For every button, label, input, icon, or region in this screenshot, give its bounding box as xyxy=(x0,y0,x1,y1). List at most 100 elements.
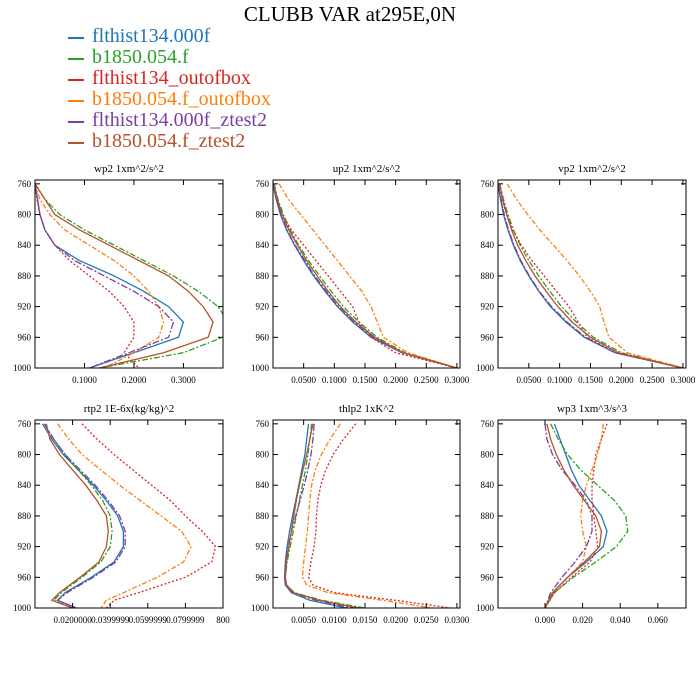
chart-panel: wp3 1xm^3/s^3 760 800 840 880 920 960 1000 0.000… xyxy=(476,403,687,625)
series-line xyxy=(544,423,593,608)
series-line xyxy=(544,423,603,608)
series-line xyxy=(273,183,458,368)
panel-title: thlp2 1xK^2 xyxy=(339,403,394,415)
x-tick-label: 0.0050 xyxy=(291,615,316,625)
x-tick-label: 0.0100 xyxy=(322,615,347,625)
series-line xyxy=(81,423,217,608)
panel-frame xyxy=(34,179,224,369)
x-tick-label: 0.1000 xyxy=(547,375,572,385)
series-line xyxy=(544,423,608,608)
x-tick-label: 0.060 xyxy=(648,615,669,625)
x-tick-label: 0.0200 xyxy=(383,615,408,625)
x-tick-label: 0.0150 xyxy=(353,615,378,625)
x-tick-label: 0.3000 xyxy=(445,375,470,385)
series-line xyxy=(35,183,165,368)
panel-title: wp2 1xm^2/s^2 xyxy=(94,163,164,175)
series-line xyxy=(283,423,347,608)
page-title: CLUBB VAR at295E,0N xyxy=(243,2,457,26)
legend-label: b1850.054.f xyxy=(92,46,189,68)
y-tick-label: 760 xyxy=(256,179,270,189)
y-tick-label: 840 xyxy=(481,480,495,490)
legend-swatch xyxy=(68,57,84,60)
legend-item: flthist134.000f_ztest2 xyxy=(68,110,271,131)
x-tick-label: 0.0500 xyxy=(291,375,316,385)
series-line xyxy=(498,183,684,368)
legend-label: flthist134.000f_ztest2 xyxy=(92,109,267,131)
x-tick-label: 800 xyxy=(216,615,230,625)
x-tick-label: 0.0300 xyxy=(445,615,470,625)
y-tick-label: 1000 xyxy=(251,363,270,373)
x-tick-label: 0.1500 xyxy=(353,375,378,385)
y-tick-label: 840 xyxy=(256,240,270,250)
y-tick-label: 760 xyxy=(18,419,32,429)
y-tick-label: 880 xyxy=(18,271,32,281)
series-line xyxy=(499,183,684,368)
y-tick-label: 960 xyxy=(256,332,270,342)
y-tick-label: 960 xyxy=(18,332,32,342)
x-tick-label: 0.1000 xyxy=(322,375,347,385)
legend: flthist134.000f b1850.054.f flthist134_o… xyxy=(68,26,271,152)
series-line xyxy=(284,423,366,608)
x-tick-label: 0.2500 xyxy=(640,375,665,385)
y-tick-label: 840 xyxy=(481,240,495,250)
y-tick-label: 800 xyxy=(481,210,495,220)
x-tick-label: 0.3000 xyxy=(671,375,696,385)
y-tick-label: 880 xyxy=(18,511,32,521)
panel-title: vp2 1xm^2/s^2 xyxy=(558,163,625,175)
series-line xyxy=(57,423,192,608)
legend-label: b1850.054.f_ztest2 xyxy=(92,130,246,152)
y-tick-label: 1000 xyxy=(251,603,270,613)
legend-item: flthist134_outofbox xyxy=(68,68,271,89)
series-line xyxy=(284,423,359,608)
panel-title: up2 1xm^2/s^2 xyxy=(333,163,400,175)
y-tick-label: 1000 xyxy=(476,603,495,613)
legend-swatch xyxy=(68,78,84,81)
x-tick-label: 0.2000 xyxy=(122,375,147,385)
legend-swatch xyxy=(68,99,84,102)
legend-label: flthist134_outofbox xyxy=(92,67,251,89)
series-line xyxy=(273,183,458,368)
y-tick-label: 920 xyxy=(481,302,495,312)
chart-panel: rtp2 1E-6x(kg/kg)^2 760 800 840 880 920 960 100… xyxy=(13,403,230,625)
legend-item: b1850.054.f_ztest2 xyxy=(68,131,271,152)
y-tick-label: 880 xyxy=(481,271,495,281)
y-tick-label: 920 xyxy=(256,542,270,552)
y-tick-label: 880 xyxy=(256,271,270,281)
series-line xyxy=(544,423,629,608)
y-tick-label: 920 xyxy=(18,302,32,312)
y-tick-label: 920 xyxy=(18,542,32,552)
y-tick-label: 760 xyxy=(481,419,495,429)
y-tick-label: 960 xyxy=(481,332,495,342)
chart-panel: thlp2 1xK^2 760 800 840 880 920 960 1000 0.0050 0… xyxy=(251,403,470,625)
y-tick-label: 840 xyxy=(18,240,32,250)
y-tick-label: 760 xyxy=(18,179,32,189)
x-tick-label: 0.2000 xyxy=(609,375,634,385)
panel-frame xyxy=(497,419,687,609)
y-tick-label: 880 xyxy=(256,511,270,521)
y-tick-label: 760 xyxy=(481,179,495,189)
y-tick-label: 880 xyxy=(481,511,495,521)
legend-label: flthist134.000f xyxy=(92,25,211,47)
x-tick-label: 0.3000 xyxy=(171,375,196,385)
y-tick-label: 920 xyxy=(481,542,495,552)
y-tick-label: 960 xyxy=(256,572,270,582)
x-tick-label: 0.1500 xyxy=(578,375,603,385)
series-line xyxy=(307,423,451,608)
x-tick-label: 0.0799999 xyxy=(166,615,205,625)
legend-label: b1850.054.f_outofbox xyxy=(92,88,271,110)
x-tick-label: 0.0200000 xyxy=(53,615,92,625)
legend-item: b1850.054.f_outofbox xyxy=(68,89,271,110)
x-tick-label: 0.0250 xyxy=(414,615,439,625)
x-tick-label: 0.2500 xyxy=(414,375,439,385)
series-line xyxy=(45,423,109,608)
series-line xyxy=(544,423,608,608)
panel-frame xyxy=(272,419,461,609)
series-line xyxy=(273,183,458,368)
x-tick-label: 0.0599999 xyxy=(129,615,168,625)
panel-frame xyxy=(497,179,687,369)
y-tick-label: 840 xyxy=(18,480,32,490)
y-tick-label: 1000 xyxy=(476,363,495,373)
y-tick-label: 800 xyxy=(18,210,32,220)
y-tick-label: 920 xyxy=(256,302,270,312)
y-tick-label: 960 xyxy=(18,572,32,582)
